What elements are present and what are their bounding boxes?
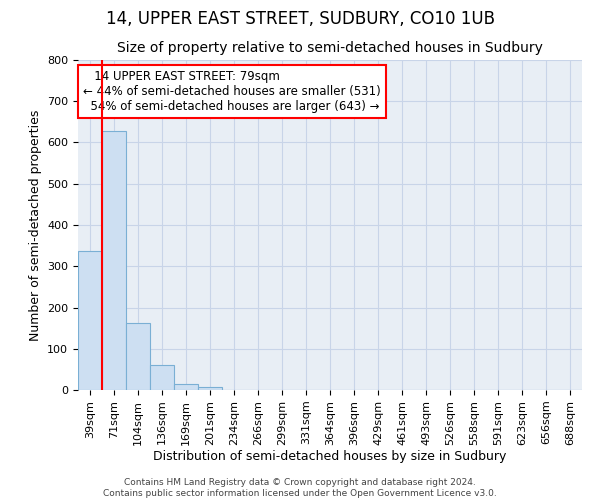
Bar [198, 387, 222, 390]
Y-axis label: Number of semi-detached properties: Number of semi-detached properties [29, 110, 41, 340]
Bar [174, 384, 198, 390]
Bar [150, 365, 174, 390]
Text: 14 UPPER EAST STREET: 79sqm
← 44% of semi-detached houses are smaller (531)
  54: 14 UPPER EAST STREET: 79sqm ← 44% of sem… [83, 70, 381, 113]
Bar [78, 250, 102, 390]
X-axis label: Distribution of semi-detached houses by size in Sudbury: Distribution of semi-detached houses by … [154, 450, 506, 464]
Text: 14, UPPER EAST STREET, SUDBURY, CO10 1UB: 14, UPPER EAST STREET, SUDBURY, CO10 1UB [106, 10, 494, 28]
Bar [126, 323, 150, 390]
Bar [102, 132, 126, 390]
Title: Size of property relative to semi-detached houses in Sudbury: Size of property relative to semi-detach… [117, 40, 543, 54]
Text: Contains HM Land Registry data © Crown copyright and database right 2024.
Contai: Contains HM Land Registry data © Crown c… [103, 478, 497, 498]
